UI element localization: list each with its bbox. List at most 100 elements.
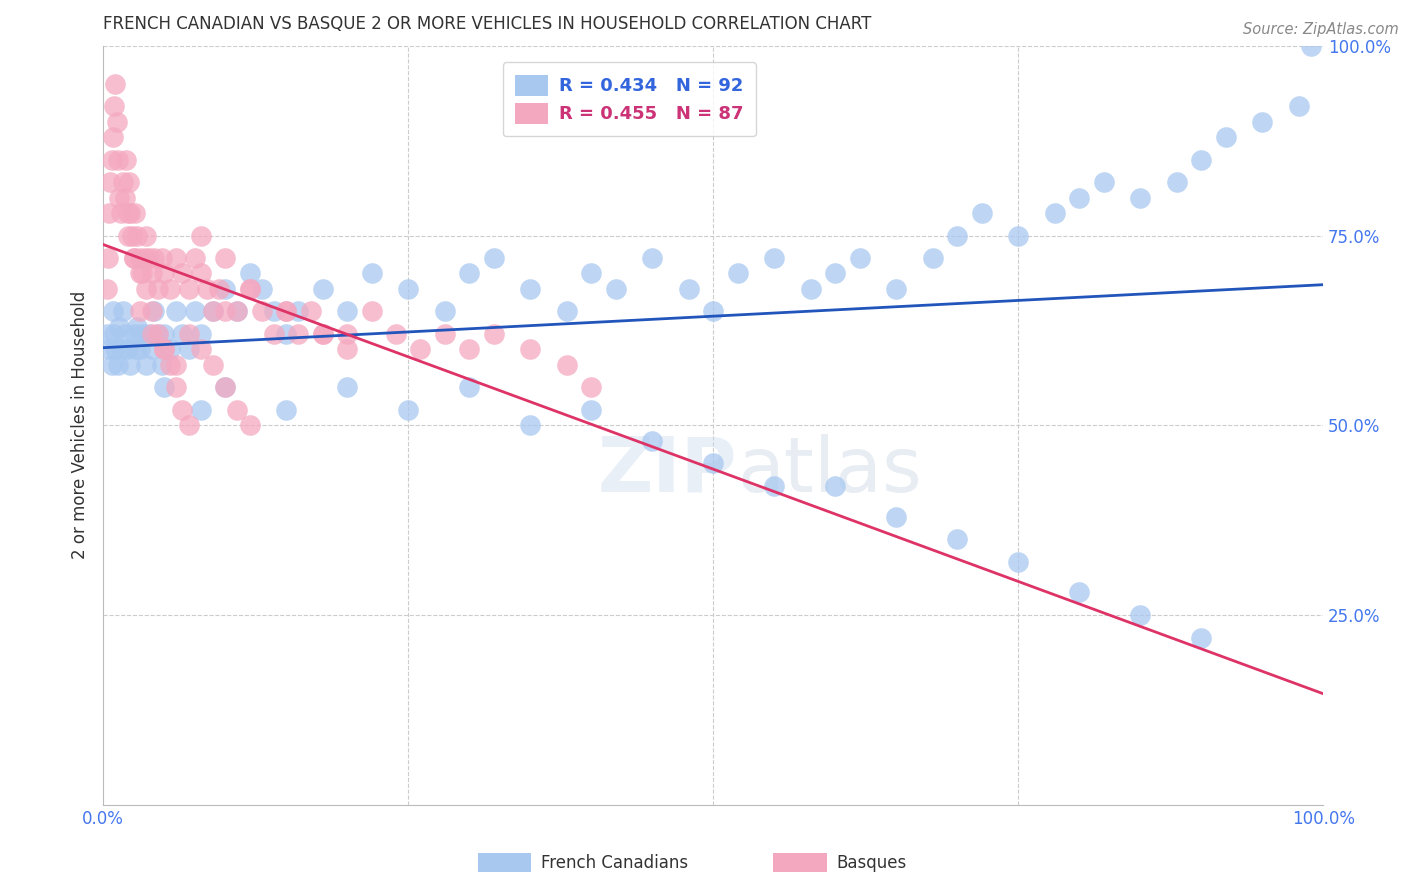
Point [1069, 585, 1091, 599]
Point [146, 282, 169, 296]
Point [1299, 38, 1322, 53]
Point [336, 343, 359, 357]
Point [409, 343, 432, 357]
Point [276, 304, 298, 318]
Point [131, 327, 153, 342]
Point [97, 252, 120, 266]
Point [1129, 608, 1152, 623]
Point [127, 319, 149, 334]
Point [360, 267, 382, 281]
Point [1166, 175, 1188, 189]
Point [153, 327, 176, 342]
Point [100, 358, 122, 372]
Point [579, 267, 602, 281]
Point [336, 380, 359, 394]
Point [214, 252, 236, 266]
Point [921, 252, 943, 266]
Point [121, 228, 143, 243]
Point [824, 267, 846, 281]
Point [146, 327, 169, 342]
Point [214, 380, 236, 394]
Point [226, 304, 249, 318]
Point [433, 327, 456, 342]
Point [101, 304, 124, 318]
Point [238, 282, 260, 296]
Point [177, 343, 200, 357]
Text: FRENCH CANADIAN VS BASQUE 2 OR MORE VEHICLES IN HOUSEHOLD CORRELATION CHART: FRENCH CANADIAN VS BASQUE 2 OR MORE VEHI… [103, 15, 872, 33]
Point [1007, 555, 1029, 569]
Point [946, 533, 969, 547]
Point [172, 267, 194, 281]
Point [727, 267, 749, 281]
Point [276, 403, 298, 417]
Point [143, 252, 166, 266]
Point [98, 343, 121, 357]
Point [226, 403, 249, 417]
Point [108, 190, 131, 204]
Point [195, 282, 218, 296]
Point [208, 282, 231, 296]
Point [153, 380, 176, 394]
Point [165, 252, 187, 266]
Point [884, 282, 907, 296]
Point [159, 282, 181, 296]
Point [519, 418, 541, 433]
Point [115, 153, 138, 167]
Point [117, 228, 139, 243]
Point [150, 252, 173, 266]
Point [678, 282, 700, 296]
Point [482, 252, 505, 266]
Point [125, 343, 148, 357]
Point [190, 343, 212, 357]
Point [141, 267, 163, 281]
Point [111, 304, 134, 318]
Point [763, 252, 786, 266]
Point [641, 434, 664, 448]
Point [172, 403, 194, 417]
Point [117, 343, 139, 357]
Point [134, 252, 156, 266]
Point [396, 282, 419, 296]
Point [100, 153, 122, 167]
Point [884, 509, 907, 524]
Point [141, 304, 163, 318]
Point [100, 175, 122, 189]
Point [138, 252, 160, 266]
Point [1092, 175, 1115, 189]
Point [183, 304, 205, 318]
Point [165, 380, 187, 394]
Point [128, 304, 150, 318]
Point [183, 252, 205, 266]
Point [276, 327, 298, 342]
Point [150, 358, 173, 372]
Point [458, 343, 481, 357]
Point [287, 327, 309, 342]
Point [360, 304, 382, 318]
Point [385, 327, 408, 342]
Point [103, 99, 125, 113]
Point [122, 252, 145, 266]
Point [824, 479, 846, 493]
Point [105, 114, 128, 128]
Point [114, 327, 136, 342]
Point [519, 343, 541, 357]
Point [226, 304, 249, 318]
Point [122, 327, 145, 342]
Y-axis label: 2 or more Vehicles in Household: 2 or more Vehicles in Household [72, 292, 89, 559]
Point [135, 358, 157, 372]
Point [458, 380, 481, 394]
Point [190, 403, 212, 417]
Point [1189, 631, 1212, 645]
Point [336, 327, 359, 342]
Text: French Canadians: French Canadians [541, 854, 689, 871]
Point [141, 343, 163, 357]
Point [605, 282, 627, 296]
Point [263, 327, 285, 342]
Point [312, 327, 335, 342]
Point [482, 327, 505, 342]
Point [312, 282, 335, 296]
Point [98, 205, 121, 219]
Point [108, 319, 131, 334]
Point [103, 327, 125, 342]
Point [190, 327, 212, 342]
